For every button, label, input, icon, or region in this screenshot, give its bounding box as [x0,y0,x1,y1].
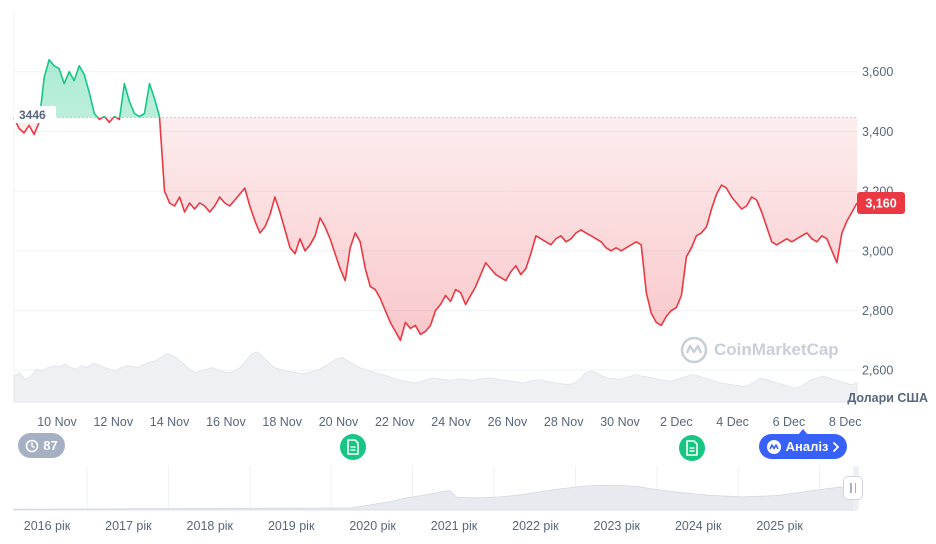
navigator-year-label: 2023 рік [594,519,641,533]
x-tick-label: 28 Nov [544,415,584,429]
reference-label: 3446 [14,106,56,123]
reference-value-label: 3446 [19,108,46,122]
volume-bars [13,351,858,403]
coinmarketcap-logo-icon [680,336,708,364]
current-price-badge: 3,160 [857,192,905,214]
range-navigator[interactable]: 2016 рік 2017 рік 2018 рік 2019 рік 2020 рік… [13,466,860,533]
navigator-year-label: 2019 рік [268,519,315,533]
navigator-drag-handle[interactable] [843,476,863,500]
x-tick-label: 2 Dec [660,415,693,429]
navigator-year-label: 2018 рік [187,519,234,533]
x-tick-label: 20 Nov [319,415,359,429]
document-icon [347,439,359,455]
history-count-button[interactable]: 87 [18,433,65,458]
watermark-text: CoinMarketCap [714,340,839,359]
x-tick-label: 4 Dec [716,415,749,429]
navigator-year-label: 2021 рік [431,519,478,533]
history-clock-icon [25,439,39,452]
cmc-analysis-icon [766,439,781,454]
area-below-reference [14,117,857,341]
price-line-above [14,59,161,118]
x-tick-label: 18 Nov [262,415,302,429]
coinmarketcap-watermark: CoinMarketCap [680,336,839,364]
x-tick-label: 6 Dec [773,415,806,429]
current-price-label: 3,160 [865,197,896,211]
y-tick-label: 2,600 [862,364,893,378]
navigator-year-label: 2017 рік [105,519,152,533]
event-marker-news-1[interactable] [340,434,366,460]
x-axis: 10 Nov 12 Nov 14 Nov 16 Nov 18 Nov 20 Nov 22 N… [37,415,861,429]
navigator-year-label: 2025 рік [756,519,803,533]
x-tick-label: 16 Nov [206,415,246,429]
y-tick-label: 3,000 [862,244,893,258]
x-tick-label: 22 Nov [375,415,415,429]
volume-area [13,351,858,403]
x-tick-label: 14 Nov [150,415,190,429]
x-tick-label: 10 Nov [37,415,77,429]
analysis-button[interactable]: Аналіз [759,434,847,459]
chevron-right-icon [833,441,840,452]
navigator-year-label: 2016 рік [24,519,71,533]
analysis-pointer-icon [798,429,808,435]
price-series [13,59,858,342]
navigator-year-label: 2022 рік [512,519,559,533]
document-icon [686,440,698,456]
y-tick-label: 3,400 [862,125,893,139]
y-tick-label: 3,600 [862,65,893,79]
x-tick-label: 24 Nov [431,415,471,429]
x-tick-label: 8 Dec [829,415,862,429]
navigator-year-label: 2020 рік [349,519,396,533]
event-marker-news-2[interactable] [679,435,705,461]
x-tick-label: 30 Nov [600,415,640,429]
x-tick-label: 26 Nov [488,415,528,429]
analysis-label: Аналіз [785,439,829,454]
y-tick-label: 2,800 [862,304,893,318]
history-count: 87 [43,438,58,453]
navigator-year-label: 2024 рік [675,519,722,533]
price-line-below [13,117,858,342]
navigator-year-labels: 2016 рік 2017 рік 2018 рік 2019 рік 2020 рік… [24,519,804,533]
currency-unit-label: Долари США [847,391,928,405]
x-tick-label: 12 Nov [93,415,133,429]
price-area [14,59,857,341]
